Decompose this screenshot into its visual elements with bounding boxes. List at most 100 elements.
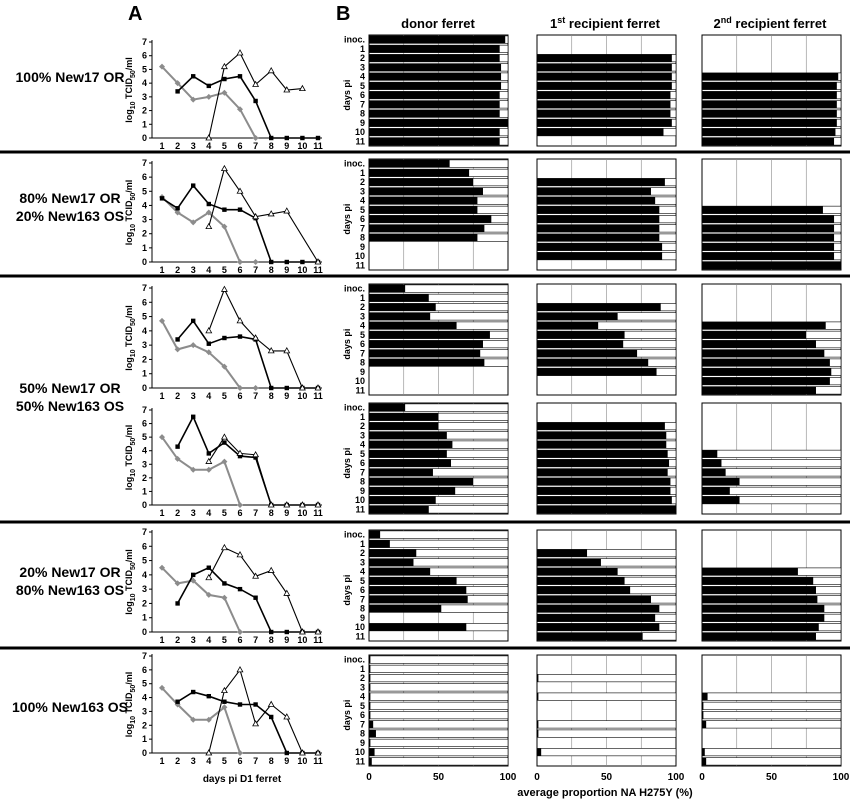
bar-outline bbox=[536, 729, 677, 738]
x-tick-label: 6 bbox=[237, 265, 242, 275]
row-label: 8 bbox=[360, 729, 365, 739]
column-header-donor: donor ferret bbox=[401, 16, 475, 31]
row-label: 3 bbox=[360, 557, 365, 567]
series-line-recipient2 bbox=[208, 167, 319, 263]
bar bbox=[537, 178, 665, 186]
x-tick-label: 2 bbox=[175, 508, 180, 518]
x-tick-label: 100 bbox=[500, 772, 517, 783]
data-point-donor bbox=[159, 434, 165, 441]
bar bbox=[537, 331, 625, 339]
data-point-recipient2 bbox=[236, 666, 244, 673]
bar bbox=[369, 82, 502, 90]
bar bbox=[702, 206, 823, 214]
x-tick-label: 2 bbox=[175, 635, 180, 645]
row-label: 6 bbox=[360, 585, 365, 595]
y-tick-label: 1 bbox=[142, 119, 147, 129]
row-label: 5 bbox=[360, 449, 365, 459]
days-pi-label: days pi bbox=[342, 700, 352, 731]
bar bbox=[369, 577, 457, 585]
bar bbox=[702, 91, 837, 99]
x-tick-label: 9 bbox=[284, 508, 289, 518]
bar-panel-donor bbox=[368, 158, 509, 271]
data-point-recipient2 bbox=[236, 187, 244, 194]
y-axis-title: log10 TCID50/ml bbox=[124, 180, 137, 246]
row-label: 4 bbox=[360, 567, 365, 577]
data-point-recipient2 bbox=[252, 572, 260, 579]
row-label: 9 bbox=[360, 242, 365, 252]
data-point-recipient2 bbox=[205, 573, 213, 581]
data-point-donor bbox=[190, 716, 197, 723]
x-tick-label: 2 bbox=[175, 265, 180, 275]
y-tick-label: 4 bbox=[142, 693, 147, 703]
bar bbox=[702, 243, 835, 251]
x-tick-label: 11 bbox=[313, 635, 323, 645]
y-tick-label: 3 bbox=[142, 215, 147, 225]
bar bbox=[702, 215, 835, 223]
y-tick-label: 5 bbox=[142, 556, 147, 566]
bar bbox=[369, 729, 376, 738]
column-header-recipient2: 2nd recipient ferret bbox=[714, 15, 828, 31]
bar-outline bbox=[701, 711, 842, 720]
bar bbox=[369, 72, 502, 81]
x-tick-label: 6 bbox=[237, 391, 242, 401]
data-point-recipient2 bbox=[314, 749, 322, 756]
data-point-donor bbox=[252, 135, 259, 141]
data-point-donor bbox=[205, 349, 212, 356]
row-label: 5 bbox=[360, 81, 365, 91]
data-point-donor bbox=[174, 209, 181, 216]
bar bbox=[369, 358, 485, 367]
x-axis-title-b: average proportion NA H275Y (%) bbox=[517, 787, 693, 799]
row-label: 8 bbox=[360, 233, 365, 243]
data-point-recipient1 bbox=[237, 74, 243, 79]
x-tick-label: 100 bbox=[668, 772, 685, 783]
y-tick-label: 7 bbox=[142, 651, 147, 661]
bar bbox=[369, 692, 371, 701]
data-point-recipient2 bbox=[220, 62, 228, 70]
data-point-donor bbox=[205, 591, 212, 598]
y-tick-label: 3 bbox=[142, 706, 147, 716]
y-tick-label: 6 bbox=[142, 665, 147, 675]
bar bbox=[369, 349, 481, 358]
y-tick-label: 1 bbox=[142, 734, 147, 744]
y-tick-label: 6 bbox=[142, 419, 147, 429]
bar bbox=[702, 340, 816, 348]
data-point-recipient2 bbox=[298, 749, 306, 756]
bar-outline bbox=[368, 530, 509, 539]
series-line-donor bbox=[161, 436, 241, 506]
bar bbox=[369, 459, 452, 467]
bar bbox=[369, 35, 506, 44]
x-tick-label: 11 bbox=[313, 391, 323, 401]
row-label: 9 bbox=[360, 613, 365, 623]
row-label: inoc. bbox=[344, 284, 365, 294]
y-tick-label: 5 bbox=[142, 679, 147, 689]
x-tick-label: 3 bbox=[191, 265, 196, 275]
data-point-recipient2 bbox=[298, 384, 306, 391]
x-tick-label: 4 bbox=[206, 635, 211, 645]
y-tick-label: 0 bbox=[142, 748, 147, 758]
data-point-recipient2 bbox=[205, 327, 213, 334]
data-point-recipient1 bbox=[175, 337, 180, 342]
bar bbox=[537, 595, 651, 604]
y-tick-label: 0 bbox=[142, 133, 147, 143]
row-label: 10 bbox=[355, 495, 365, 505]
bar-outline bbox=[701, 701, 842, 710]
bar bbox=[537, 119, 672, 127]
row-label: inoc. bbox=[344, 403, 365, 413]
bar-outline bbox=[536, 748, 677, 757]
x-tick-label: 0 bbox=[699, 772, 705, 783]
data-point-recipient1 bbox=[315, 135, 321, 141]
bar bbox=[702, 233, 835, 242]
data-point-donor bbox=[190, 96, 197, 103]
bar-outline bbox=[701, 748, 842, 757]
bar-panel-recipient1 bbox=[536, 402, 677, 515]
bar-outline bbox=[701, 459, 842, 468]
row-label: 3 bbox=[360, 430, 365, 440]
x-tick-label: 11 bbox=[313, 141, 323, 151]
row-label: 9 bbox=[360, 367, 365, 377]
bar bbox=[369, 403, 406, 412]
data-point-recipient2 bbox=[220, 543, 228, 551]
series-line-donor bbox=[161, 687, 241, 754]
bar-panel-donor bbox=[368, 529, 509, 642]
